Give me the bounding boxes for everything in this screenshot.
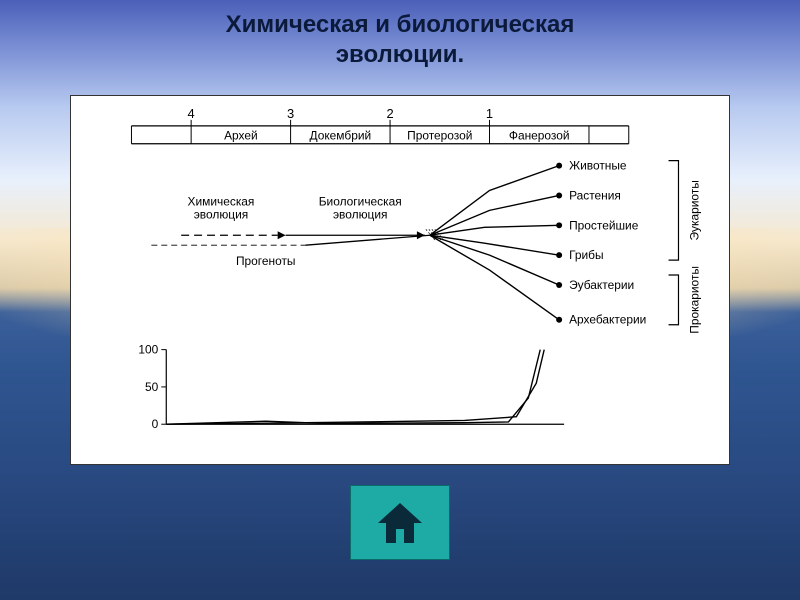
home-button[interactable] bbox=[350, 485, 450, 560]
svg-text:Простейшие: Простейшие bbox=[569, 218, 639, 232]
svg-text:эволюция: эволюция bbox=[194, 208, 249, 222]
evolution-diagram: 4 3 2 1 Архей Докембрий Протерозой Фанерозой Хим… bbox=[71, 96, 729, 464]
svg-text:Архей: Архей bbox=[224, 129, 258, 143]
svg-text:100: 100 bbox=[138, 343, 158, 357]
page-title: Химическая и биологическаяэволюции. bbox=[0, 10, 800, 70]
svg-text:Эукариоты: Эукариоты bbox=[687, 180, 701, 240]
svg-text:Протерозой: Протерозой bbox=[407, 129, 472, 143]
svg-text:Докембрий: Докембрий bbox=[309, 129, 371, 143]
svg-text:Прокариоты: Прокариоты bbox=[687, 266, 701, 334]
diagram-panel: 4 3 2 1 Архей Докембрий Протерозой Фанерозой Хим… bbox=[70, 95, 730, 465]
svg-text:Биологическая: Биологическая bbox=[319, 194, 402, 208]
title-line1: Химическая и биологическаяэволюции. bbox=[226, 11, 575, 68]
svg-text:Животные: Животные bbox=[569, 159, 627, 173]
svg-text:Эубактерии: Эубактерии bbox=[569, 278, 634, 292]
svg-text:эволюция: эволюция bbox=[333, 208, 388, 222]
svg-text:Фанерозой: Фанерозой bbox=[509, 129, 570, 143]
svg-text:Прогеноты: Прогеноты bbox=[236, 254, 296, 268]
svg-text:50: 50 bbox=[145, 380, 159, 394]
svg-text:4: 4 bbox=[188, 106, 195, 121]
home-icon bbox=[374, 499, 426, 547]
svg-text:Архебактерии: Архебактерии bbox=[569, 313, 646, 327]
svg-text:3: 3 bbox=[287, 106, 294, 121]
svg-text:1: 1 bbox=[486, 106, 493, 121]
svg-text:0: 0 bbox=[152, 417, 159, 431]
svg-text:Грибы: Грибы bbox=[569, 248, 603, 262]
svg-text:Растения: Растения bbox=[569, 188, 621, 202]
svg-text:2: 2 bbox=[386, 106, 393, 121]
svg-text:Химическая: Химическая bbox=[188, 194, 255, 208]
